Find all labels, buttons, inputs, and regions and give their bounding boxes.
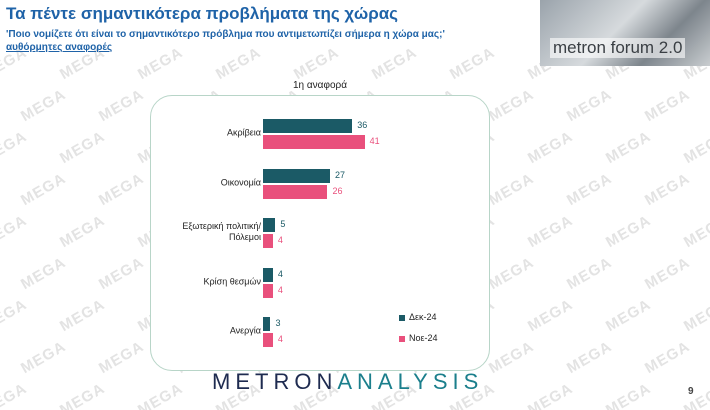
legend-label: Νοε-24 <box>409 333 438 343</box>
bar <box>263 218 276 232</box>
bar <box>263 267 273 282</box>
watermark: MEGA <box>525 211 576 252</box>
watermark: MEGA <box>642 85 693 126</box>
question: 'Ποιο νομίζετε ότι είναι το σημαντικότερ… <box>6 29 445 40</box>
watermark: MEGA <box>135 379 186 410</box>
watermark: MEGA <box>681 127 710 168</box>
watermark: MEGA <box>681 379 710 410</box>
chart-title: 1η αναφορά <box>293 80 347 91</box>
bar <box>263 168 330 183</box>
watermark: MEGA <box>603 211 654 252</box>
watermark: MEGA <box>96 169 147 210</box>
value-label: 4 <box>277 235 283 245</box>
watermark: MEGA <box>18 169 69 210</box>
watermark: MEGA <box>564 169 615 210</box>
watermark: MEGA <box>486 169 537 210</box>
page-number: 9 <box>688 386 694 397</box>
watermark: MEGA <box>96 253 147 294</box>
logo-text: metron forum 2.0 <box>550 38 686 58</box>
watermark: MEGA <box>0 295 30 336</box>
brand: METRONANALYSIS <box>212 369 483 395</box>
watermark: MEGA <box>564 253 615 294</box>
watermark: MEGA <box>642 253 693 294</box>
watermark: MEGA <box>603 379 654 410</box>
logo: metron forum 2.0 <box>540 0 710 66</box>
bar <box>263 184 328 199</box>
watermark: MEGA <box>0 127 30 168</box>
watermark: MEGA <box>96 85 147 126</box>
chart-area: Ακρίβεια 36 41 Οικονομία 27 26 Εξωτερική πολιτ… <box>150 95 490 371</box>
category-label: Οικονομία <box>220 177 261 187</box>
watermark: MEGA <box>564 337 615 378</box>
bar <box>263 135 365 149</box>
category-label: Κρίση θεσμών <box>203 276 261 286</box>
bar <box>263 119 353 133</box>
watermark: MEGA <box>486 253 537 294</box>
bar <box>263 333 273 347</box>
value-label: 36 <box>357 120 368 130</box>
value-label: 5 <box>280 219 286 229</box>
watermark: MEGA <box>135 43 186 84</box>
value-label: 26 <box>332 185 343 196</box>
watermark: MEGA <box>603 295 654 336</box>
watermark: MEGA <box>486 337 537 378</box>
value-label: 4 <box>277 268 283 279</box>
watermark: MEGA <box>18 337 69 378</box>
value-label: 4 <box>277 284 283 295</box>
value-label: 27 <box>334 169 345 180</box>
slide-title: Τα πέντε σημαντικότερα προβλήματα της χώ… <box>6 4 399 23</box>
bar <box>263 234 273 248</box>
value-label: 41 <box>369 136 380 146</box>
watermark: MEGA <box>57 379 108 410</box>
watermark: MEGA <box>642 169 693 210</box>
category-label: Εξωτερική πολιτική/Πόλεμοι <box>182 221 261 242</box>
brand-part: ANALYSIS <box>337 369 484 394</box>
legend-swatch <box>399 336 405 342</box>
watermark: MEGA <box>0 211 30 252</box>
category-label: Ακρίβεια <box>226 127 261 138</box>
value-label: 3 <box>275 318 281 328</box>
watermark: MEGA <box>681 295 710 336</box>
brand-part: METRON <box>212 369 338 394</box>
watermark: MEGA <box>57 295 108 336</box>
legend-label: Δεκ-24 <box>409 312 437 322</box>
note: αυθόρμητες αναφορές <box>6 42 113 53</box>
watermark: MEGA <box>642 337 693 378</box>
watermark: MEGA <box>18 85 69 126</box>
watermark: MEGA <box>447 43 498 84</box>
watermark: MEGA <box>564 85 615 126</box>
bar <box>263 317 271 331</box>
value-label: 4 <box>277 334 283 344</box>
watermark: MEGA <box>213 43 264 84</box>
watermark: MEGA <box>57 127 108 168</box>
watermark: MEGA <box>681 211 710 252</box>
watermark: MEGA <box>486 85 537 126</box>
watermark: MEGA <box>18 253 69 294</box>
watermark: MEGA <box>0 379 30 410</box>
watermark: MEGA <box>57 211 108 252</box>
watermark: MEGA <box>369 43 420 84</box>
watermark: MEGA <box>603 127 654 168</box>
category-label: Ανεργία <box>229 325 261 336</box>
watermark: MEGA <box>525 127 576 168</box>
bar <box>263 283 273 298</box>
watermark: MEGA <box>291 43 342 84</box>
legend-swatch <box>399 315 405 321</box>
watermark: MEGA <box>96 337 147 378</box>
watermark: MEGA <box>525 295 576 336</box>
watermark: MEGA <box>525 379 576 410</box>
